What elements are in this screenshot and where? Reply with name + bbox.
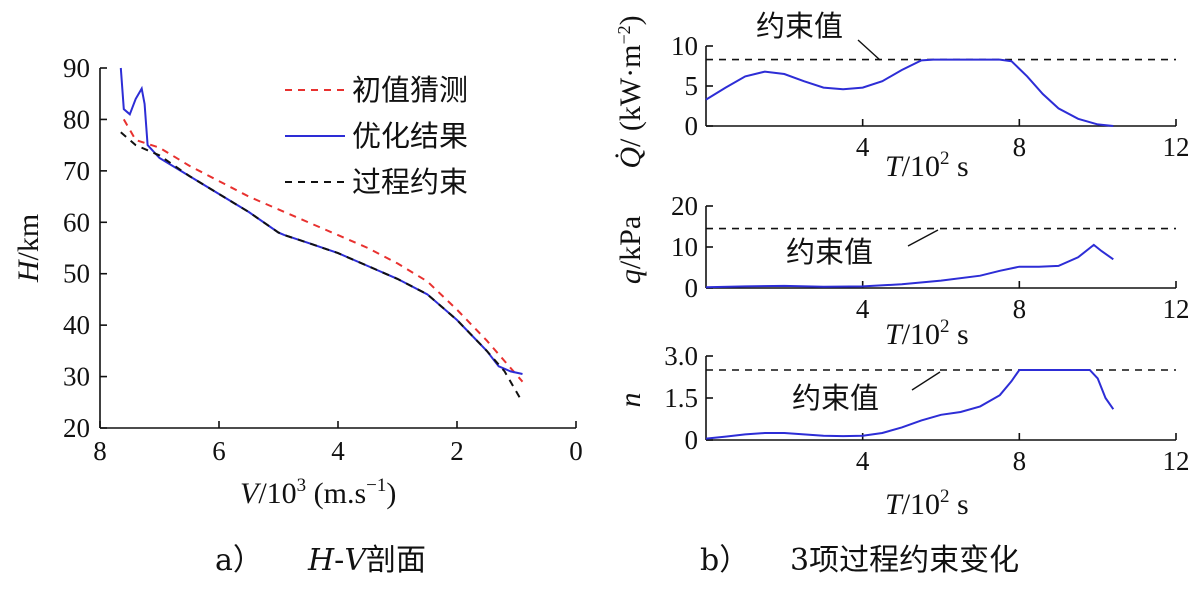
- b-caption-letter: b）: [700, 543, 749, 578]
- b-constraint-annotation: 约束值: [792, 381, 879, 415]
- b-annotation-pointer: [911, 371, 941, 391]
- b-y-tick-label: 3.0: [664, 341, 698, 371]
- b-x-tick-label: 4: [856, 132, 870, 162]
- legend-label: 过程约束: [352, 165, 468, 199]
- a-y-tick-label: 80: [63, 104, 90, 134]
- a-y-tick-label: 70: [63, 156, 90, 186]
- b-panel-Q: 0 5 10 4 8 12 约束值: [671, 9, 1190, 162]
- a-x-tick-label: 6: [212, 436, 226, 466]
- a-x-tick-label: 8: [93, 436, 107, 466]
- a-x-tick-label: 4: [331, 436, 345, 466]
- a-y-tick-label: 40: [63, 310, 90, 340]
- b-x-tick-label: 12: [1163, 294, 1190, 324]
- b-y-tick-label: 0: [685, 425, 699, 455]
- b-annotation-pointer: [857, 39, 881, 61]
- a-y-tick-label: 60: [63, 207, 90, 237]
- a-series-line-2: [119, 67, 523, 375]
- b-y-tick-label: 0: [685, 273, 699, 303]
- a-series-line-3: [120, 131, 524, 403]
- b-x-tick-label: 4: [856, 294, 870, 324]
- b-series-line: [705, 369, 1115, 440]
- b-constraint-annotation: 约束值: [786, 235, 873, 269]
- b-constraint-annotation: 约束值: [756, 9, 843, 43]
- b-n-x-label: T/102 s: [885, 486, 969, 521]
- b-y-tick-label: 20: [671, 191, 698, 221]
- b-y-tick-label: 1.5: [664, 383, 698, 413]
- a-series-line-1: [122, 118, 524, 383]
- b-x-tick-label: 12: [1163, 446, 1190, 476]
- a-y-label: H/km: [12, 214, 45, 283]
- b-q-pressure-y-label: q/kPa: [614, 216, 647, 284]
- b-q-x-label: T/102 s: [885, 148, 969, 183]
- b-y-tick-label: 0: [685, 111, 699, 141]
- b-x-tick-label: 8: [1013, 132, 1027, 162]
- b-panel-q: 0 10 20 4 8 12 约束值: [671, 191, 1190, 324]
- b-y-tick-label: 5: [685, 71, 699, 101]
- a-caption-letter: a）: [215, 543, 263, 578]
- a-y-tick-label: 90: [63, 53, 90, 83]
- a-y-tick-label: 50: [63, 259, 90, 289]
- b-x-tick-label: 8: [1013, 294, 1027, 324]
- b-panel-n: 0 1.5 3.0 4 8 12 约束值: [664, 341, 1189, 476]
- a-y-tick-label: 20: [63, 413, 90, 443]
- b-y-tick-label: 10: [671, 232, 698, 262]
- b-series-line: [705, 243, 1114, 289]
- b-x-tick-label: 8: [1013, 446, 1027, 476]
- b-n-y-label: n: [614, 393, 647, 408]
- b-series-line: [705, 58, 1114, 127]
- b-x-tick-label: 12: [1163, 132, 1190, 162]
- a-x-tick-label: 2: [450, 436, 464, 466]
- b-x-tick-label: 4: [856, 446, 870, 476]
- b-annotation-pointer: [907, 229, 939, 247]
- a-x-tick-label: 0: [569, 436, 583, 466]
- a-x-label: V/103 (m.s−1): [240, 475, 396, 510]
- a-caption-text: H-V剖面: [307, 543, 426, 578]
- legend-label: 初值猜测: [352, 73, 468, 107]
- b-q-y-label: Q̇/ (kW·m−2): [614, 15, 647, 168]
- constraint-charts: 0 5 10 4 8 12 约束值 0 10 20 4 8 12 约束值 0 1.5 3.0 4 8 12 约束值 Q̇…: [614, 9, 1190, 578]
- b-caption-text: 3项过程约束变化: [790, 543, 1019, 578]
- b-y-tick-label: 10: [671, 31, 698, 61]
- a-series-lines: [119, 67, 524, 403]
- b-q-pressure-x-label: T/102 s: [885, 316, 969, 351]
- a-y-tick-label: 30: [63, 362, 90, 392]
- legend-label: 优化结果: [352, 119, 468, 153]
